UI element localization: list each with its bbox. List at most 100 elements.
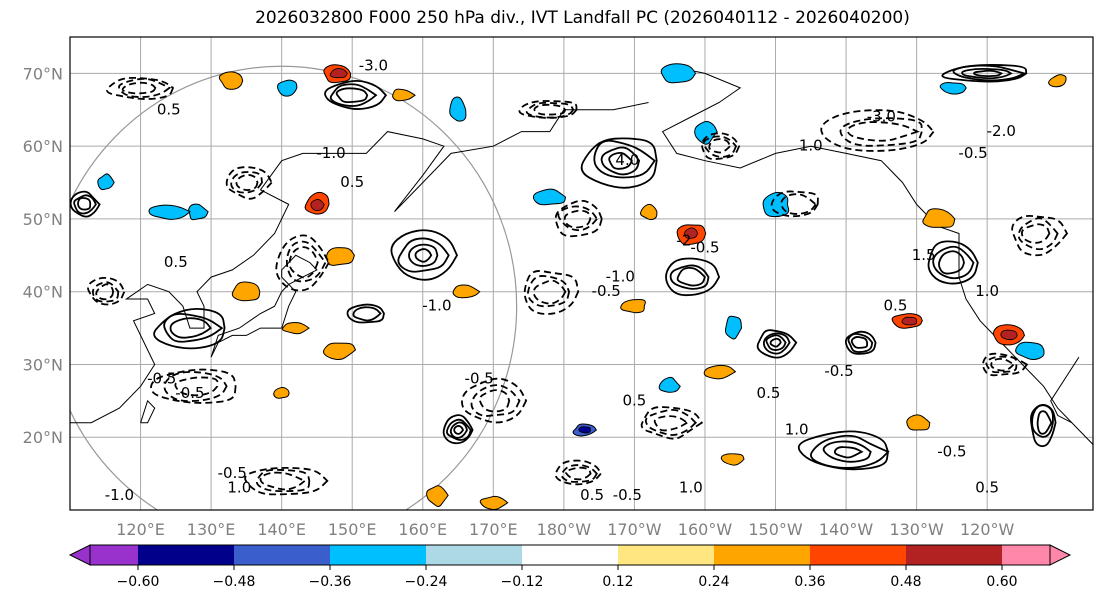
- contour-positive: [329, 83, 378, 107]
- contour-label: 4.0: [615, 151, 639, 169]
- contour-negative: [1017, 217, 1059, 251]
- divergence-fill: [426, 485, 449, 507]
- divergence-fill: [939, 82, 967, 95]
- contour-positive: [1031, 404, 1054, 438]
- contour-label: -0.5: [465, 370, 494, 388]
- divergence-fill: [148, 204, 191, 220]
- contour-positive: [932, 245, 975, 280]
- contour-label: -1.0: [316, 144, 345, 162]
- contour-negative: [820, 109, 935, 152]
- contour-positive: [324, 79, 388, 110]
- contour-negative: [640, 406, 704, 440]
- lon-tick-label: 150°E: [328, 520, 377, 539]
- contour-positive: [833, 446, 864, 459]
- divergence-fill: [479, 495, 509, 510]
- contour-negative: [478, 389, 511, 413]
- lat-tick-label: 60°N: [23, 137, 63, 156]
- contour-label: 0.5: [580, 486, 604, 504]
- contour-positive: [769, 337, 782, 348]
- contour-positive: [163, 313, 224, 343]
- lon-tick-label: 120°E: [116, 520, 165, 539]
- contour-label: 1.0: [975, 282, 999, 300]
- lat-tick-label: 20°N: [23, 428, 63, 447]
- contour-positive: [449, 421, 468, 439]
- colorbar-tick-label: 0.24: [698, 574, 729, 590]
- colorbar-box: [714, 545, 810, 565]
- contour-label: 0.5: [975, 479, 999, 497]
- contour-positive: [153, 307, 226, 350]
- contour-negative: [846, 121, 920, 142]
- divergence-fill-core: [1000, 329, 1018, 341]
- contour-positive: [676, 266, 706, 287]
- contour-negative: [560, 464, 598, 483]
- contour-label: 1.0: [799, 137, 823, 155]
- contour-label: 0.5: [622, 391, 646, 409]
- colorbar-box: [426, 545, 522, 565]
- contour-positive: [927, 240, 979, 285]
- contour-label: 1.0: [679, 479, 703, 497]
- colorbar-box: [522, 545, 618, 565]
- contour-positive: [961, 67, 1013, 80]
- contour-label: 1.0: [227, 479, 251, 497]
- contour-lines: [70, 64, 1069, 496]
- divergence-fill: [188, 203, 209, 221]
- contour-positive: [73, 194, 97, 215]
- contour-negative: [563, 209, 592, 229]
- plot-frame: [69, 36, 1094, 511]
- divergence-fill: [452, 284, 481, 299]
- contour-label: -0.5: [690, 239, 719, 257]
- contour-positive: [408, 243, 439, 267]
- contour-label: 0.5: [340, 173, 364, 191]
- contour-positive: [669, 264, 710, 290]
- coastline: [210, 283, 297, 358]
- contour-positive: [346, 303, 385, 324]
- contour-positive: [446, 418, 472, 441]
- colorbar-tick-label: 0.48: [890, 574, 921, 590]
- contour-label: -0.5: [592, 282, 621, 300]
- contour-positive: [850, 336, 869, 349]
- colorbar: −0.60 −0.48 −0.36 −0.24 −0.12 0.12 0.24 0.36 0.4…: [68, 544, 1072, 590]
- contour-positive: [1036, 410, 1053, 435]
- lat-tick-label: 30°N: [23, 355, 63, 374]
- contour-negative: [91, 281, 120, 303]
- contour-label: 1.5: [912, 246, 936, 264]
- contour-positive: [453, 425, 465, 435]
- colorbar-tick-label: 0.36: [794, 574, 825, 590]
- colorbar-tick-label: −0.24: [405, 574, 448, 590]
- contour-label: 1.0: [785, 420, 809, 438]
- colorbar-extend-max: [1049, 544, 1072, 566]
- contour-negative: [770, 190, 819, 218]
- colorbar-tick-label: −0.48: [213, 574, 256, 590]
- contour-positive: [847, 333, 874, 353]
- divergence-fill-core: [578, 426, 591, 434]
- contour-negative: [259, 471, 307, 491]
- divergence-fill: [326, 247, 355, 266]
- divergence-fill: [703, 364, 737, 380]
- contour-label: 0.5: [157, 100, 181, 118]
- contour-negative: [106, 76, 175, 100]
- coastlines: [70, 65, 1093, 445]
- contour-positive: [397, 237, 450, 273]
- contour-negative: [708, 138, 731, 154]
- colorbar-box: [618, 545, 714, 565]
- contour-negative: [163, 371, 228, 403]
- chart-title: 2026032800 F000 250 hPa div., IVT Landfa…: [255, 8, 910, 28]
- contour-label: -0.5: [937, 442, 966, 460]
- contour-negative: [990, 357, 1015, 372]
- contour-label: -0.5: [824, 362, 853, 380]
- contour-negative: [470, 384, 521, 417]
- contour-negative: [702, 135, 738, 158]
- divergence-fill-core: [901, 316, 917, 326]
- contour-positive: [844, 330, 877, 355]
- divergence-fill: [762, 191, 790, 218]
- lon-tick-label: 140°W: [819, 520, 874, 539]
- colorbar-frame: [89, 544, 1051, 566]
- gridlines: [70, 37, 1093, 510]
- divergence-fill: [392, 88, 416, 102]
- contour-negative: [523, 270, 580, 315]
- coastline: [1050, 356, 1080, 424]
- divergence-fill: [276, 79, 298, 97]
- contour-label: -3.0: [867, 108, 896, 126]
- contour-negative: [700, 132, 741, 161]
